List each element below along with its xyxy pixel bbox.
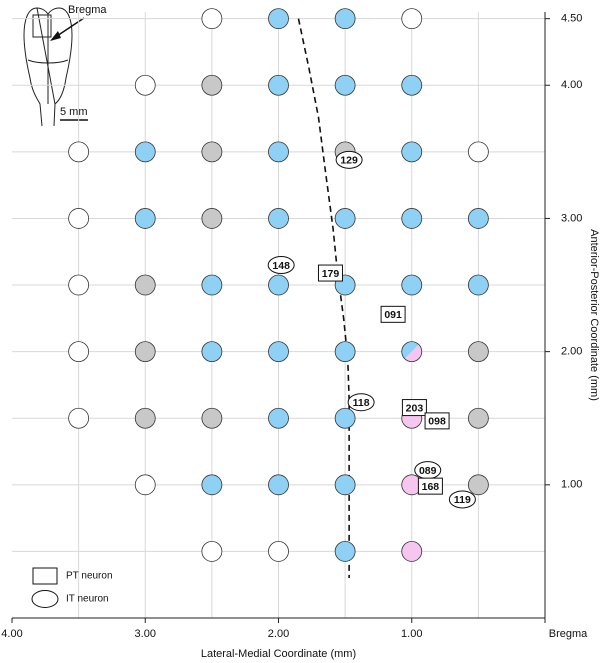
neuron-id: 098 [428, 416, 446, 428]
pt-box [424, 412, 450, 430]
neuron-id: 148 [272, 260, 290, 272]
brain-window [32, 14, 52, 38]
point [401, 541, 423, 562]
point [134, 208, 156, 229]
point [134, 407, 156, 429]
point [268, 8, 289, 30]
point [201, 208, 223, 229]
point [401, 141, 423, 163]
point [201, 541, 223, 562]
y-tick-label: 2.00 [561, 346, 582, 358]
neuron-id: 091 [384, 309, 402, 321]
x-axis-title: Lateral-Medial Coordinate (mm) [201, 648, 356, 660]
point-outline [401, 341, 423, 363]
y-tick-label: 4.00 [561, 79, 582, 91]
x-tick-label: 3.00 [135, 628, 156, 640]
point [334, 8, 356, 30]
point [268, 141, 289, 163]
point-half [404, 344, 422, 362]
neuron-id: 179 [322, 268, 340, 280]
point [401, 341, 423, 363]
neuron-id: 129 [340, 155, 358, 167]
brain-inset: Bregma 5 mm [23, 4, 107, 127]
it-ellipse [267, 256, 295, 275]
point [401, 274, 423, 296]
x-tick-label: 1.00 [401, 628, 422, 640]
point [401, 208, 423, 229]
plot-back [12, 12, 546, 619]
it-ellipse [335, 150, 363, 169]
point [268, 208, 289, 229]
point [201, 341, 223, 363]
point [401, 8, 423, 30]
point [134, 341, 156, 363]
point [68, 341, 90, 363]
point [334, 74, 356, 96]
it-ellipse [448, 490, 476, 509]
it-ellipse [31, 590, 59, 608]
point [467, 474, 489, 496]
x-tick-label: 4.00 [1, 628, 22, 640]
neuron-id: 118 [353, 397, 370, 409]
point [467, 341, 489, 363]
neuron-id: 203 [406, 402, 424, 414]
point [334, 541, 356, 562]
neuron-id: 168 [422, 481, 440, 493]
y-axis-title: Anterior-Posterior Coordinate (mm) [588, 229, 600, 401]
y-tick-label: 1.00 [561, 479, 582, 491]
x-tick-label: Bregma [549, 628, 588, 640]
inset-label: Bregma [68, 4, 107, 16]
legend-label: IT neuron [66, 594, 109, 605]
point [134, 274, 156, 296]
point [334, 341, 356, 363]
pt-box [401, 399, 427, 417]
point [334, 407, 356, 429]
point [268, 541, 289, 562]
point [201, 74, 223, 96]
point [201, 407, 223, 429]
point-half [401, 341, 419, 359]
point [268, 74, 289, 96]
neuron-id: 119 [454, 494, 471, 506]
pt-box [417, 477, 443, 495]
point [134, 474, 156, 496]
point [268, 341, 289, 363]
arrow-head [50, 31, 61, 41]
point [467, 407, 489, 429]
point [467, 208, 489, 229]
pt-box [380, 305, 406, 323]
point [467, 141, 489, 163]
point [134, 141, 156, 163]
pt-box [32, 567, 58, 585]
point [334, 208, 356, 229]
point [68, 208, 90, 229]
neuron-id: 089 [419, 465, 437, 477]
x-tick-label: 2.00 [268, 628, 289, 640]
scale-label: 5 mm [60, 106, 88, 118]
point [334, 474, 356, 496]
point [201, 274, 223, 296]
point [268, 474, 289, 496]
point [68, 407, 90, 429]
y-tick-label: 4.50 [561, 13, 582, 25]
point [68, 141, 90, 163]
point [401, 74, 423, 96]
it-ellipse [347, 393, 375, 412]
y-tick-label: 3.00 [561, 212, 582, 224]
legend-label: PT neuron [66, 571, 113, 582]
point [134, 74, 156, 96]
point [467, 274, 489, 296]
point [201, 141, 223, 163]
point [268, 407, 289, 429]
pt-box [317, 264, 343, 282]
point [201, 8, 223, 30]
point [268, 274, 289, 296]
point [68, 274, 90, 296]
point [201, 474, 223, 496]
